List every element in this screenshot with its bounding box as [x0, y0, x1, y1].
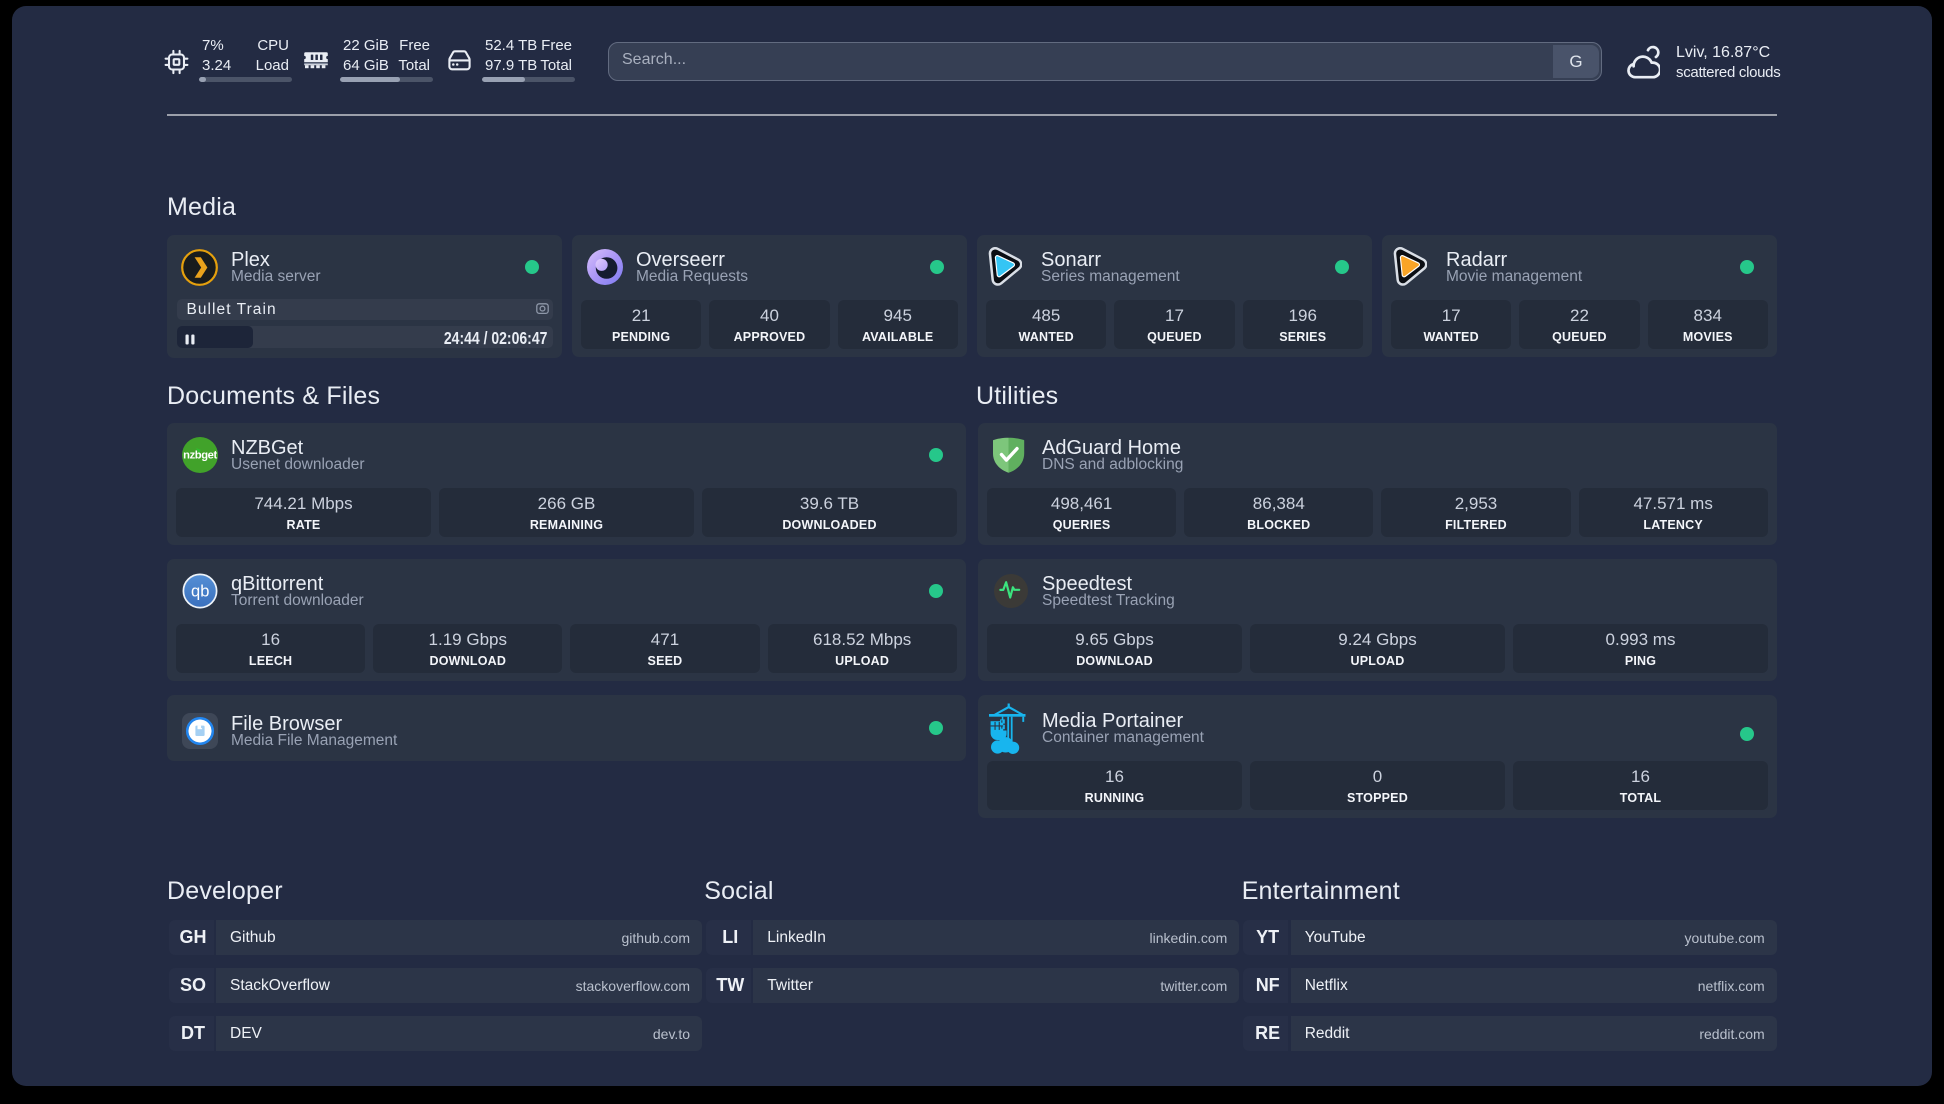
svg-text:nzbget: nzbget [183, 450, 217, 462]
svg-text:qb: qb [191, 583, 209, 601]
